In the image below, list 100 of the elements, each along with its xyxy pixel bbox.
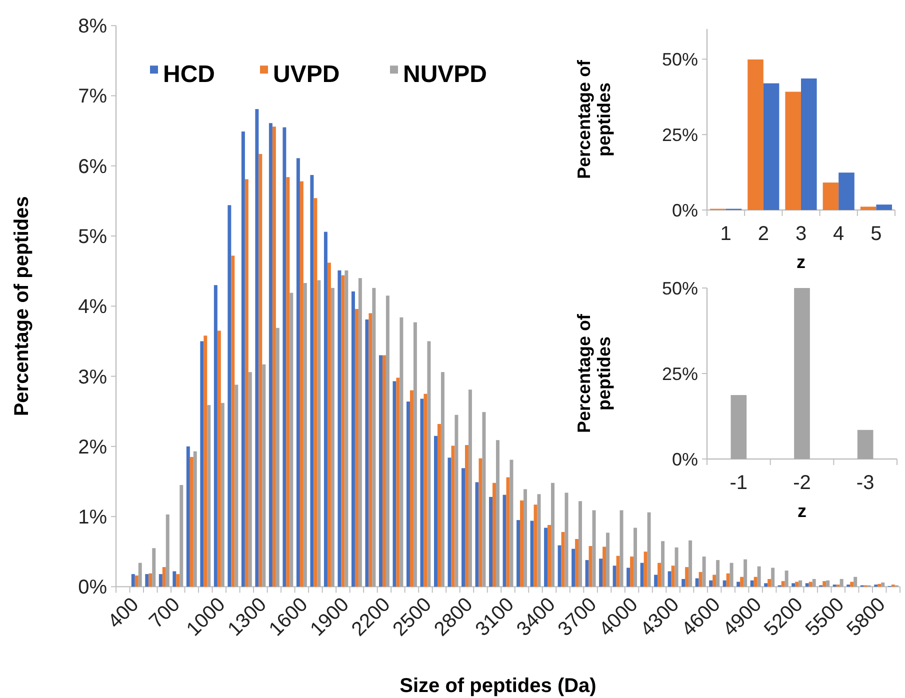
bar: [840, 578, 844, 587]
x-axis-title: z: [798, 501, 806, 521]
bar: [698, 572, 702, 587]
bar: [771, 568, 775, 587]
bar: [510, 460, 514, 587]
bar: [330, 288, 334, 587]
bar: [451, 446, 455, 587]
bar: [626, 568, 630, 587]
bar: [200, 341, 204, 587]
bar: [876, 204, 892, 210]
bar: [258, 154, 262, 587]
y-tick-label: 7%: [78, 86, 108, 108]
bar: [558, 545, 562, 587]
bar: [492, 482, 496, 587]
bar: [644, 552, 648, 587]
bar: [354, 308, 358, 587]
bar: [544, 528, 548, 587]
bar: [551, 482, 554, 587]
bar: [464, 445, 468, 587]
bar: [634, 528, 638, 587]
bar: [730, 562, 734, 587]
y-tick-label: 50%: [662, 278, 698, 298]
bar: [358, 278, 362, 587]
bar: [709, 580, 713, 587]
bar: [148, 573, 152, 587]
bar: [805, 583, 809, 587]
bar: [152, 548, 156, 587]
bar: [228, 205, 232, 587]
bar: [190, 456, 194, 587]
bar: [854, 576, 858, 587]
y-axis-title: Percentage of peptides: [574, 312, 614, 434]
bar: [400, 317, 404, 587]
bar: [392, 381, 396, 587]
bar: [134, 575, 138, 587]
bar: [338, 270, 342, 587]
bar: [702, 556, 706, 587]
bar: [162, 567, 166, 587]
legend-label: NUVPD: [403, 61, 488, 88]
bar: [740, 576, 744, 587]
bar: [744, 559, 748, 587]
bar: [372, 288, 376, 587]
bar: [220, 402, 224, 587]
bar: [658, 562, 662, 587]
bar: [341, 275, 345, 587]
bar: [310, 174, 314, 587]
bar: [234, 384, 238, 587]
bar: [437, 424, 441, 587]
bar: [314, 198, 318, 587]
bar: [750, 580, 754, 587]
x-tick-label: 700: [145, 594, 184, 633]
bar: [344, 270, 348, 587]
bar: [768, 578, 772, 587]
bar: [754, 576, 758, 587]
x-tick-label: 1: [720, 223, 732, 245]
bar: [792, 583, 796, 587]
x-axis-title: z: [796, 252, 806, 272]
bar: [378, 355, 382, 587]
bar: [640, 562, 644, 587]
bar: [748, 59, 764, 210]
bar: [172, 571, 176, 587]
bar: [578, 501, 582, 587]
bar: [685, 567, 689, 587]
bar: [674, 547, 678, 587]
x-tick-label: 2: [758, 223, 769, 245]
bar: [386, 296, 390, 587]
bar: [523, 489, 527, 587]
bar: [303, 283, 307, 587]
bar: [784, 570, 788, 587]
bar: [630, 556, 634, 587]
bar: [478, 458, 482, 587]
bar: [575, 539, 579, 587]
bar: [396, 378, 400, 587]
y-tick-label: 0%: [672, 200, 698, 220]
x-tick-label: -2: [793, 472, 811, 494]
y-axis-title: Percentage of peptides: [574, 58, 614, 180]
legend-label: HCD: [163, 61, 215, 88]
bar: [282, 127, 286, 587]
bar: [757, 566, 761, 587]
y-tick-label: 2%: [78, 436, 108, 458]
bar: [207, 405, 211, 587]
bar: [548, 524, 552, 587]
y-tick-label: 25%: [662, 124, 698, 145]
bar: [145, 574, 149, 587]
bar: [616, 556, 620, 587]
bar: [434, 436, 438, 587]
bar: [468, 390, 472, 587]
bar: [682, 578, 686, 587]
y-tick-label: 8%: [78, 16, 108, 38]
bar: [661, 541, 665, 587]
x-tick-label: 4: [833, 223, 844, 245]
bar: [454, 414, 458, 587]
bar: [520, 500, 524, 587]
y-tick-label: 6%: [78, 156, 108, 178]
bar: [462, 468, 465, 587]
bar: [420, 398, 424, 587]
y-tick-label: 0%: [672, 449, 698, 470]
bar: [534, 504, 538, 587]
bar: [857, 430, 874, 459]
bar: [654, 574, 658, 587]
x-axis-title: Size of peptides (Da): [400, 675, 596, 697]
